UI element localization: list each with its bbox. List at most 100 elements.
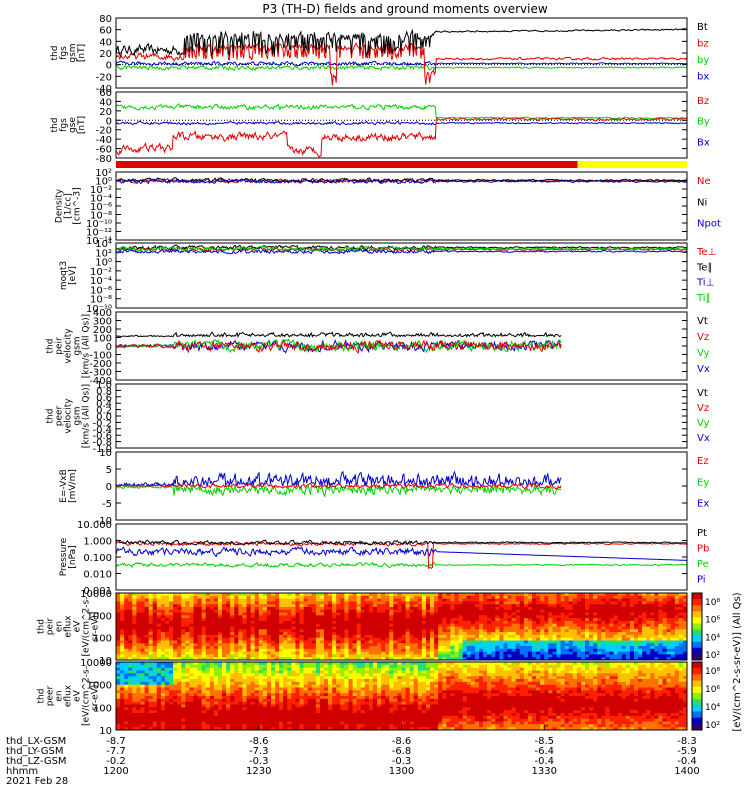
heatmap-cell bbox=[385, 618, 390, 622]
heatmap-cell bbox=[605, 598, 611, 602]
heatmap-cell bbox=[197, 629, 203, 633]
heatmap-cell bbox=[156, 670, 162, 674]
heatmap-cell bbox=[295, 696, 301, 700]
heatmap-cell bbox=[230, 721, 235, 725]
heatmap-cell bbox=[307, 724, 313, 728]
heatmap-cell bbox=[120, 715, 125, 720]
heatmap-cell bbox=[328, 704, 333, 708]
heatmap-cell bbox=[682, 620, 687, 625]
heatmap-cell bbox=[470, 648, 476, 653]
heatmap-cell bbox=[295, 713, 301, 717]
heatmap-cell bbox=[385, 632, 390, 636]
heatmap-cell bbox=[466, 648, 472, 653]
heatmap-cell bbox=[226, 679, 231, 683]
heatmap-cell bbox=[201, 710, 207, 714]
heatmap-cell bbox=[454, 629, 460, 633]
heatmap-cell bbox=[144, 657, 150, 660]
heatmap-cell bbox=[218, 673, 223, 677]
heatmap-cell bbox=[581, 618, 586, 622]
heatmap-cell bbox=[181, 607, 186, 611]
series-bx bbox=[116, 60, 687, 67]
heatmap-cell bbox=[140, 673, 146, 677]
heatmap-cell bbox=[116, 693, 121, 697]
heatmap-cell bbox=[177, 648, 182, 653]
heatmap-cell bbox=[189, 701, 195, 706]
heatmap-cell bbox=[613, 615, 619, 619]
heatmap-cell bbox=[291, 629, 297, 633]
heatmap-cell bbox=[140, 713, 146, 717]
heatmap-cell bbox=[674, 637, 680, 642]
heatmap-cell bbox=[291, 593, 297, 597]
heatmap-cell bbox=[642, 634, 647, 639]
heatmap-cell bbox=[332, 679, 337, 683]
heatmap-cell bbox=[136, 701, 142, 706]
heatmap-cell bbox=[454, 618, 460, 622]
heatmap-cell bbox=[352, 646, 358, 650]
heatmap-cell bbox=[646, 598, 651, 602]
heatmap-cell bbox=[279, 721, 284, 725]
heatmap-cell bbox=[144, 727, 150, 730]
heatmap-cell bbox=[218, 698, 223, 703]
heatmap-cell bbox=[185, 648, 190, 653]
heatmap-cell bbox=[393, 598, 398, 602]
heatmap-cell bbox=[454, 623, 460, 628]
heatmap-cell bbox=[303, 607, 309, 611]
heatmap-cell bbox=[401, 607, 407, 611]
heatmap-cell bbox=[519, 618, 525, 622]
heatmap-cell bbox=[352, 612, 358, 616]
heatmap-cell bbox=[156, 648, 162, 653]
heatmap-cell bbox=[479, 601, 484, 605]
heatmap-cell bbox=[625, 623, 631, 628]
heatmap-cell bbox=[177, 637, 182, 642]
heatmap-cell bbox=[226, 607, 231, 611]
heatmap-cell bbox=[568, 620, 574, 625]
heatmap-cell bbox=[368, 595, 374, 600]
heatmap-cell bbox=[193, 640, 199, 644]
heatmap-cell bbox=[234, 690, 239, 694]
heatmap-cell bbox=[523, 634, 529, 639]
heatmap-cell bbox=[193, 609, 199, 614]
series-temperature-green bbox=[116, 245, 687, 252]
heatmap-cell bbox=[324, 651, 329, 655]
heatmap-cell bbox=[446, 598, 452, 602]
heatmap-cell bbox=[234, 620, 239, 625]
heatmap-cell bbox=[593, 657, 598, 660]
heatmap-cell bbox=[156, 667, 162, 672]
heatmap-cell bbox=[393, 640, 398, 644]
heatmap-cell bbox=[397, 598, 403, 602]
heatmap-cell bbox=[128, 615, 133, 619]
heatmap-cell bbox=[148, 676, 154, 680]
heatmap-cell bbox=[364, 657, 370, 660]
heatmap-cell bbox=[201, 615, 207, 619]
heatmap-cell bbox=[638, 623, 643, 628]
heatmap-cell bbox=[271, 693, 276, 697]
heatmap-cell bbox=[275, 629, 280, 633]
heatmap-cell bbox=[181, 687, 186, 691]
heatmap-cell bbox=[401, 648, 407, 653]
heatmap-cell bbox=[156, 598, 162, 602]
heatmap-cell bbox=[532, 657, 537, 660]
heatmap-cell bbox=[348, 595, 354, 600]
heatmap-cell bbox=[218, 727, 223, 730]
heatmap-cell bbox=[483, 643, 488, 647]
heatmap-cell bbox=[185, 724, 190, 728]
heatmap-cell bbox=[128, 640, 133, 644]
heatmap-cell bbox=[609, 609, 615, 614]
heatmap-cell bbox=[315, 595, 321, 600]
heatmap-cell bbox=[556, 646, 562, 650]
heatmap-cell bbox=[148, 727, 154, 730]
heatmap-cell bbox=[230, 693, 235, 697]
series-temperature-blue bbox=[116, 248, 687, 255]
heatmap-cell bbox=[568, 601, 574, 605]
heatmap-cell bbox=[173, 676, 178, 680]
heatmap-cell bbox=[650, 640, 655, 644]
series-by bbox=[116, 64, 687, 72]
heatmap-cell bbox=[291, 701, 297, 706]
heatmap-cell bbox=[132, 640, 137, 644]
heatmap-cell bbox=[164, 693, 170, 697]
heatmap-cell bbox=[140, 634, 146, 639]
heatmap-cell bbox=[205, 670, 211, 674]
heatmap-cell bbox=[319, 662, 325, 666]
heatmap-cell bbox=[336, 618, 341, 622]
